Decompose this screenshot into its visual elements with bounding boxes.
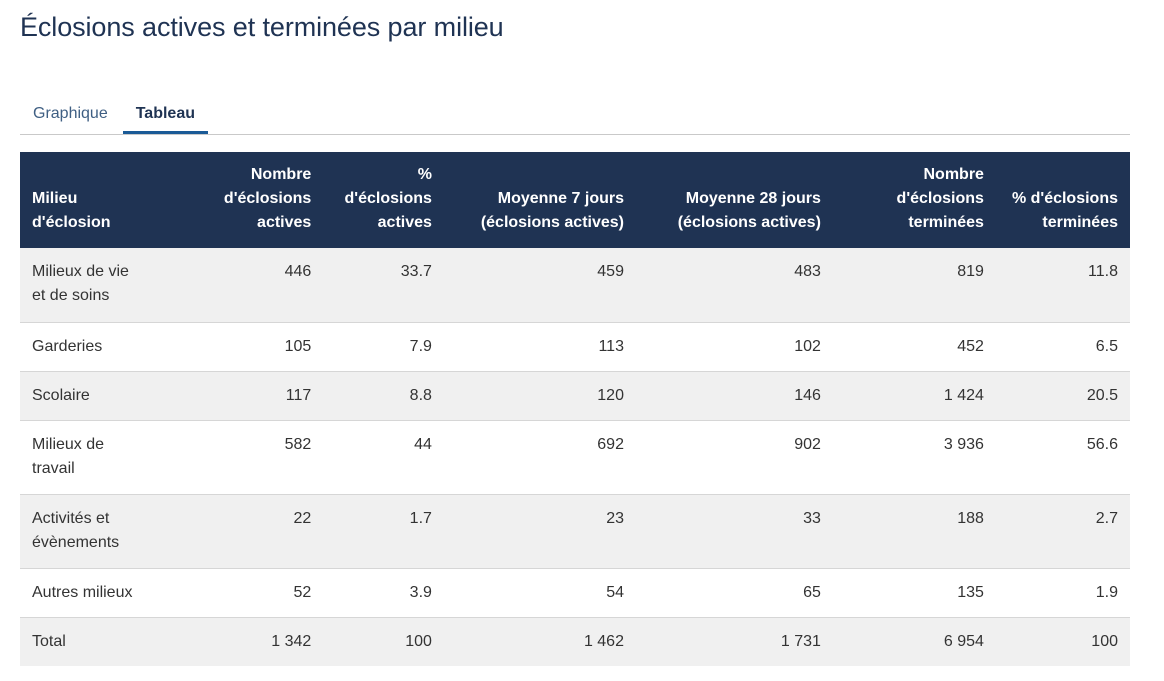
cell-moyenne-7: 1 462 bbox=[583, 632, 624, 650]
col-header-nombre-actives: Nombre d'éclosions actives bbox=[175, 152, 324, 248]
table-header-row: Milieu d'éclosion Nombre d'éclosions act… bbox=[20, 152, 1130, 248]
cell-moyenne-28: 483 bbox=[635, 248, 833, 323]
col-header-moyenne-7: Moyenne 7 jours (éclosions actives) bbox=[444, 152, 636, 248]
cell-milieu-text: Milieux de vie et de soins bbox=[32, 263, 129, 304]
cell-nombre-terminees: 819 bbox=[832, 248, 996, 323]
table-row: Garderies 105 7.9 113 102 452 6.5 bbox=[20, 322, 1130, 372]
cell-nombre-actives: 117 bbox=[174, 371, 324, 421]
cell-milieu-text: Garderies bbox=[32, 337, 103, 355]
cell-moyenne-7: 120 bbox=[443, 371, 636, 421]
cell-milieu: Garderies bbox=[20, 322, 175, 372]
cell-milieu-text: Scolaire bbox=[32, 386, 90, 404]
table-row: Milieux de vie et de soins 446 33.7 459 … bbox=[20, 248, 1130, 323]
cell-moyenne-28: 902 bbox=[635, 420, 833, 495]
cell-milieu: Milieux de travail bbox=[20, 420, 175, 495]
cell-pct-terminees: 56.6 bbox=[995, 420, 1130, 495]
cell-moyenne-7: 113 bbox=[443, 322, 636, 372]
table-row: Milieux de travail 582 44 692 902 3 936 … bbox=[20, 420, 1130, 495]
col-header-nombre-actives-label: Nombre d'éclosions actives bbox=[223, 166, 312, 231]
tab-graphique[interactable]: Graphique bbox=[33, 105, 108, 122]
cell-nombre-actives: 446 bbox=[174, 248, 324, 323]
cell-pct-terminees: 20.5 bbox=[995, 371, 1130, 421]
view-tabs: Graphique Tableau bbox=[20, 96, 1130, 135]
cell-moyenne-7: 54 bbox=[443, 568, 636, 618]
col-header-moyenne-28: Moyenne 28 jours (éclosions actives) bbox=[636, 152, 833, 248]
cell-milieu: Milieux de vie et de soins bbox=[20, 248, 175, 323]
cell-moyenne-28: 102 bbox=[635, 322, 833, 372]
cell-nombre-terminees: 6 954 bbox=[943, 632, 984, 650]
table-row-total: Total 1 342 100 1 462 1 731 6 954 100 bbox=[20, 617, 1130, 666]
cell-milieu-text: Activités et évènements bbox=[32, 509, 120, 551]
cell-nombre-terminees: 1 424 bbox=[832, 371, 996, 421]
cell-moyenne-28: 33 bbox=[635, 494, 833, 569]
outbreaks-table: Milieu d'éclosion Nombre d'éclosions act… bbox=[20, 152, 1130, 666]
cell-nombre-terminees: 188 bbox=[832, 494, 996, 569]
cell-nombre-actives: 105 bbox=[174, 322, 324, 372]
col-header-pct-terminees: % d'éclosions terminées bbox=[996, 152, 1130, 248]
cell-pct-actives: 33.7 bbox=[323, 248, 444, 323]
cell-moyenne-7: 23 bbox=[443, 494, 636, 569]
col-header-pct-terminees-label: % d'éclosions terminées bbox=[1011, 190, 1118, 231]
cell-pct-actives: 7.9 bbox=[323, 322, 444, 372]
cell-pct-terminees: 100 bbox=[1091, 632, 1118, 650]
page-title: Éclosions actives et terminées par milie… bbox=[20, 12, 504, 42]
col-header-moyenne-28-label: Moyenne 28 jours (éclosions actives) bbox=[677, 190, 821, 231]
cell-pct-actives: 3.9 bbox=[323, 568, 444, 618]
cell-milieu-text: Autres milieux bbox=[32, 583, 133, 601]
cell-pct-actives: 8.8 bbox=[323, 371, 444, 421]
cell-milieu-text: Milieux de travail bbox=[32, 435, 105, 477]
cell-moyenne-7: 692 bbox=[443, 420, 636, 495]
cell-pct-actives: 44 bbox=[323, 420, 444, 495]
cell-milieu: Total bbox=[20, 617, 175, 666]
cell-pct-terminees: 1.9 bbox=[995, 568, 1130, 618]
table-row: Autres milieux 52 3.9 54 65 135 1.9 bbox=[20, 568, 1130, 618]
cell-milieu: Autres milieux bbox=[20, 568, 175, 618]
table-row: Scolaire 117 8.8 120 146 1 424 20.5 bbox=[20, 371, 1130, 421]
cell-pct-actives: 1.7 bbox=[323, 494, 444, 569]
cell-milieu-text: Total bbox=[32, 632, 66, 650]
cell-nombre-actives: 582 bbox=[174, 420, 324, 495]
table-row: Activités et évènements 22 1.7 23 33 188… bbox=[20, 494, 1130, 569]
cell-moyenne-28: 65 bbox=[635, 568, 833, 618]
cell-nombre-terminees: 3 936 bbox=[832, 420, 996, 495]
cell-nombre-actives: 22 bbox=[174, 494, 324, 569]
col-header-pct-actives: % d'éclosions actives bbox=[323, 152, 444, 248]
cell-milieu: Activités et évènements bbox=[20, 494, 175, 569]
col-header-moyenne-7-label: Moyenne 7 jours (éclosions actives) bbox=[480, 190, 624, 231]
col-header-nombre-terminees: Nombre d'éclosions terminées bbox=[833, 152, 996, 248]
col-header-milieu: Milieu d'éclosion bbox=[20, 152, 175, 248]
col-header-pct-actives-label: % d'éclosions actives bbox=[344, 166, 432, 231]
cell-milieu: Scolaire bbox=[20, 371, 175, 421]
cell-nombre-actives: 52 bbox=[174, 568, 324, 618]
col-header-nombre-terminees-label: Nombre d'éclosions terminées bbox=[896, 166, 984, 231]
cell-nombre-terminees: 135 bbox=[832, 568, 996, 618]
cell-nombre-actives: 1 342 bbox=[271, 632, 312, 650]
cell-pct-terminees: 6.5 bbox=[995, 322, 1130, 372]
cell-nombre-terminees: 452 bbox=[832, 322, 996, 372]
cell-moyenne-7: 459 bbox=[443, 248, 636, 323]
tab-tableau[interactable]: Tableau bbox=[122, 96, 208, 134]
cell-pct-terminees: 11.8 bbox=[995, 248, 1130, 323]
cell-pct-terminees: 2.7 bbox=[995, 494, 1130, 569]
col-header-milieu-label: Milieu d'éclosion bbox=[32, 190, 111, 231]
cell-moyenne-28: 1 731 bbox=[780, 632, 821, 650]
cell-pct-actives: 100 bbox=[405, 632, 432, 650]
cell-moyenne-28: 146 bbox=[635, 371, 833, 421]
